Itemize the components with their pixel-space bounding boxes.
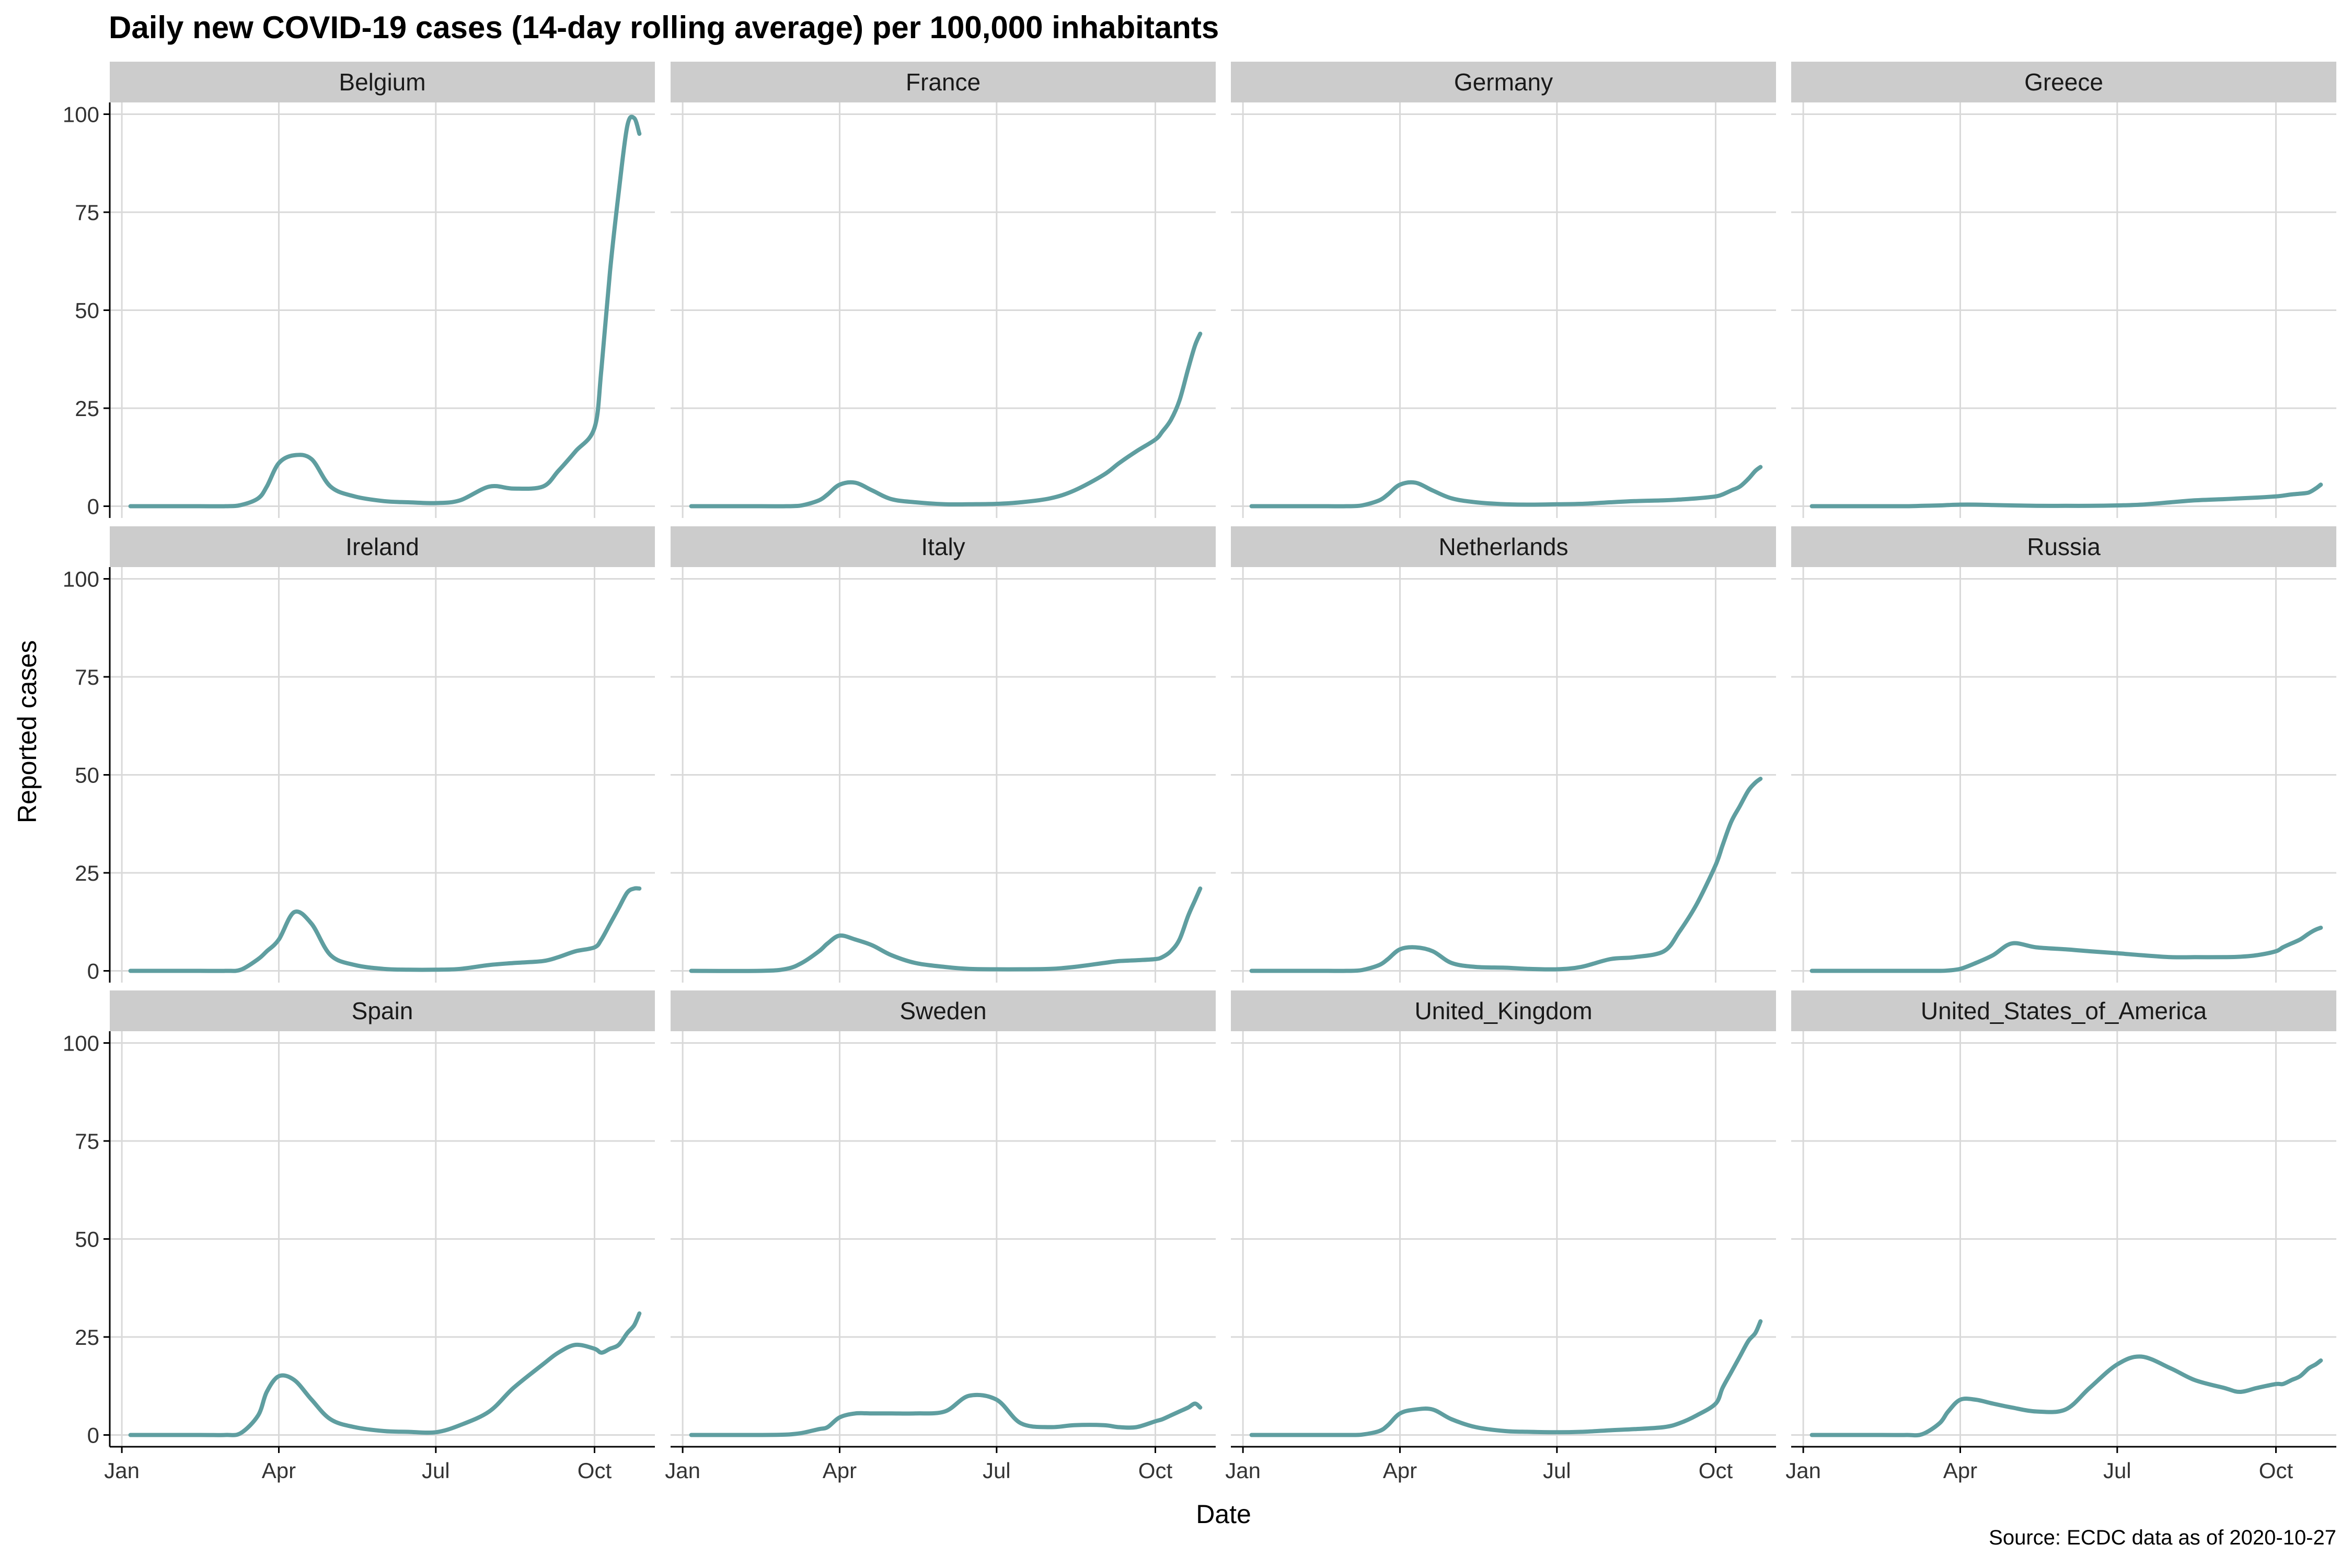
facet-panel-united-states-of-america: United_States_of_America Jan Apr Jul Oct [1785,990,2336,1483]
series-line [689,331,1203,509]
series-line [1249,777,1763,973]
facet-panel-netherlands: Netherlands [1231,526,1776,983]
facet-strip [110,990,655,1031]
facet-strip [1231,62,1776,102]
facet-strip [1791,526,2336,567]
facet-strip [671,62,1216,102]
series-line [1809,926,2323,973]
facet-strip-label: United_Kingdom [1414,997,1592,1024]
y-tick-label: 50 [75,1227,99,1252]
y-tick-label: 50 [75,763,99,788]
y-tick-label: 75 [75,665,99,689]
facet-strip-label: Russia [2027,533,2101,560]
series-line [128,114,642,509]
facet-panel-united-kingdom: United_Kingdom Jan Apr Jul Oct [1225,990,1776,1483]
facet-strip [1231,990,1776,1031]
x-tick-label: Oct [1699,1458,1733,1483]
x-tick-label: Apr [1943,1458,1977,1483]
y-axis-label: Reported cases [13,640,42,824]
facet-panel-spain: Spain 0 25 50 75 100 Jan Apr Jul Oct [63,990,655,1483]
x-tick-label: Jan [665,1458,700,1483]
facet-strip-label: Germany [1454,68,1553,96]
facet-strip-label: Italy [921,533,965,560]
y-tick-label: 0 [87,959,99,984]
facet-strip-label: Ireland [345,533,419,560]
x-tick-label: Jan [104,1458,140,1483]
x-tick-label: Apr [262,1458,296,1483]
y-tick-label: 100 [63,102,99,127]
series-line [1809,482,2323,509]
facet-strip-label: Sweden [900,997,986,1024]
facet-panel-belgium: Belgium 0 25 50 75 100 [63,62,655,519]
y-tick-label: 75 [75,200,99,225]
series-line [1249,465,1763,509]
facet-strip-label: Netherlands [1438,533,1568,560]
facet-panel-ireland: Ireland 0 25 50 75 100 [63,526,655,984]
facet-strip [1231,526,1776,567]
x-tick-label: Jan [1785,1458,1821,1483]
facet-panel-sweden: Sweden Jan Apr Jul Oct [665,990,1216,1483]
x-tick-label: Oct [2259,1458,2293,1483]
facet-strip [671,990,1216,1031]
facet-strip [671,526,1216,567]
y-tick-label: 100 [63,1031,99,1056]
facet-panel-italy: Italy [671,526,1216,983]
facet-panel-greece: Greece [1791,62,2336,518]
y-tick-label: 25 [75,861,99,885]
facet-strip [110,526,655,567]
y-tick-label: 0 [87,1423,99,1448]
x-tick-label: Oct [1138,1458,1173,1483]
x-tick-label: Jul [422,1458,450,1483]
facet-panel-russia: Russia [1791,526,2336,983]
series-line [1809,1354,2323,1438]
facet-strip [1791,990,2336,1031]
series-line [128,1311,642,1437]
facet-strip [110,62,655,102]
x-tick-label: Jul [2103,1458,2131,1483]
series-line [128,886,642,973]
y-tick-label: 25 [75,1325,99,1350]
x-axis-label: Date [1196,1500,1251,1529]
x-tick-label: Jul [983,1458,1011,1483]
x-tick-label: Apr [1383,1458,1417,1483]
chart-title: Daily new COVID-19 cases (14-day rolling… [109,10,1219,45]
facet-strip-label: Belgium [339,68,425,96]
facet-strip-label: United_States_of_America [1921,997,2207,1024]
x-tick-label: Jul [1543,1458,1571,1483]
facet-panel-france: France [671,62,1216,518]
series-line [689,886,1203,973]
facet-panel-germany: Germany [1231,62,1776,518]
y-tick-label: 50 [75,298,99,323]
series-line [1249,1319,1763,1437]
y-tick-label: 100 [63,567,99,592]
facet-strip-label: France [906,68,981,96]
y-tick-label: 75 [75,1129,99,1154]
facet-strip [1791,62,2336,102]
x-tick-label: Oct [578,1458,612,1483]
source-note: Source: ECDC data as of 2020-10-27 [1989,1526,2336,1549]
y-tick-label: 0 [87,494,99,519]
facet-strip-label: Spain [352,997,413,1024]
y-tick-label: 25 [75,396,99,421]
x-tick-label: Apr [823,1458,857,1483]
x-tick-label: Jan [1225,1458,1261,1483]
series-line [689,1392,1203,1437]
facet-strip-label: Greece [2024,68,2103,96]
